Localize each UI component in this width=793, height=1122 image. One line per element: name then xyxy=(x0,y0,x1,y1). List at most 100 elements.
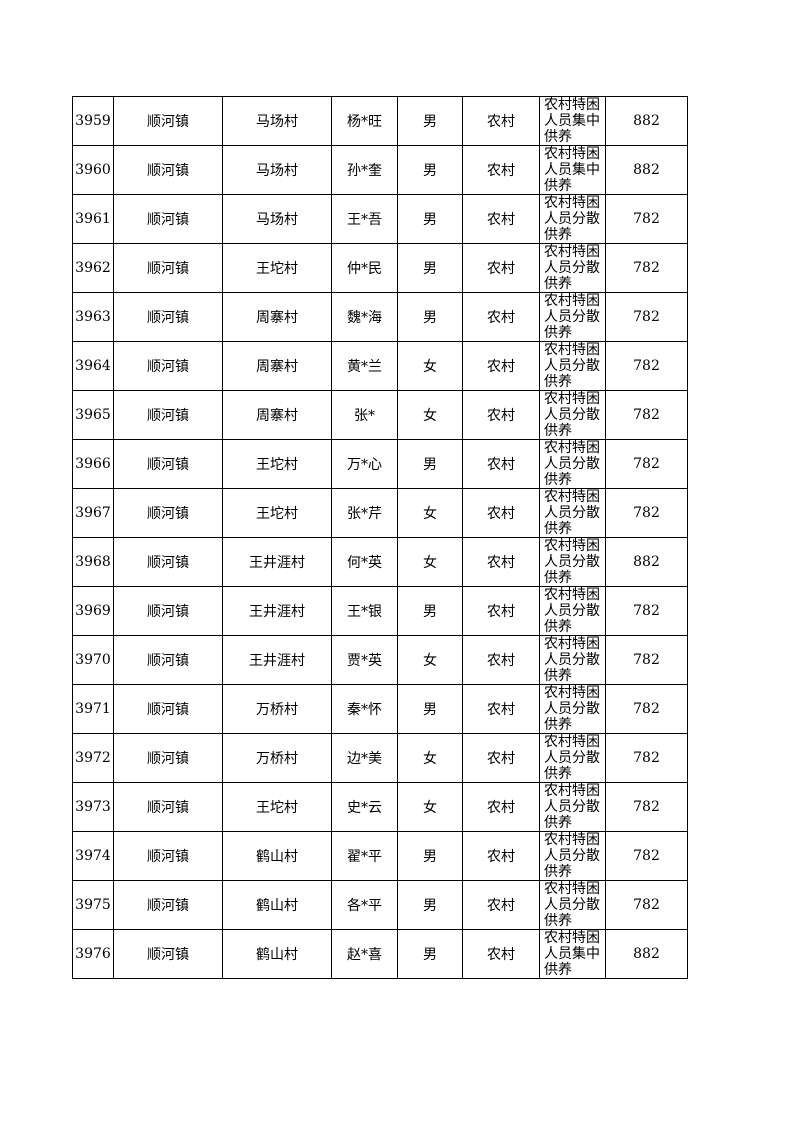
gender: 男 xyxy=(397,586,463,636)
amount: 782 xyxy=(605,684,688,734)
table-row: 3973 顺河镇 王坨村 史*云女农村 农村特困人员分散供养 782 xyxy=(72,782,688,832)
table-row: 3974 顺河镇 鹤山村 翟*平男农村 农村特困人员分散供养 782 xyxy=(72,831,688,881)
village: 鹤山村 xyxy=(222,929,332,979)
category: 农村特困人员分散供养 xyxy=(544,783,600,831)
person-name: 王*吾 xyxy=(331,194,398,244)
row-number: 3961 xyxy=(72,194,114,244)
table-cell: 农村特困人员分散供养 xyxy=(539,341,606,391)
row-number: 3971 xyxy=(72,684,114,734)
residence: 农村 xyxy=(462,684,540,734)
person-name: 翟*平 xyxy=(331,831,398,881)
town: 顺河镇 xyxy=(113,537,223,587)
gender: 女 xyxy=(397,390,463,440)
amount: 782 xyxy=(605,488,688,538)
gender: 女 xyxy=(397,782,463,832)
residence: 农村 xyxy=(462,537,540,587)
table-row: 3960 顺河镇 马场村 孙*奎男农村 农村特困人员集中供养 882 xyxy=(72,145,688,195)
person-name: 边*美 xyxy=(331,733,398,783)
row-number: 3975 xyxy=(72,880,114,930)
residence: 农村 xyxy=(462,439,540,489)
town: 顺河镇 xyxy=(113,684,223,734)
table-cell: 农村特困人员分散供养 xyxy=(539,243,606,293)
row-number: 3965 xyxy=(72,390,114,440)
category: 农村特困人员集中供养 xyxy=(544,146,600,194)
residence: 农村 xyxy=(462,733,540,783)
amount: 882 xyxy=(605,145,688,195)
person-name: 何*英 xyxy=(331,537,398,587)
amount: 782 xyxy=(605,880,688,930)
row-number: 3959 xyxy=(72,96,114,146)
town: 顺河镇 xyxy=(113,439,223,489)
village: 周寨村 xyxy=(222,341,332,391)
village: 王井涯村 xyxy=(222,635,332,685)
gender: 男 xyxy=(397,243,463,293)
amount: 782 xyxy=(605,733,688,783)
village: 王坨村 xyxy=(222,439,332,489)
town: 顺河镇 xyxy=(113,880,223,930)
town: 顺河镇 xyxy=(113,194,223,244)
town: 顺河镇 xyxy=(113,341,223,391)
gender: 男 xyxy=(397,145,463,195)
person-name: 各*平 xyxy=(331,880,398,930)
town: 顺河镇 xyxy=(113,831,223,881)
gender: 男 xyxy=(397,684,463,734)
table-row: 3966 顺河镇 王坨村 万*心男农村 农村特困人员分散供养 782 xyxy=(72,439,688,489)
amount: 782 xyxy=(605,292,688,342)
village: 周寨村 xyxy=(222,390,332,440)
row-number: 3968 xyxy=(72,537,114,587)
town: 顺河镇 xyxy=(113,635,223,685)
table-cell: 农村特困人员分散供养 xyxy=(539,488,606,538)
table-cell: 农村特困人员分散供养 xyxy=(539,439,606,489)
row-number: 3963 xyxy=(72,292,114,342)
table-row: 3967 顺河镇 王坨村 张*芹女农村 农村特困人员分散供养 782 xyxy=(72,488,688,538)
gender: 女 xyxy=(397,733,463,783)
town: 顺河镇 xyxy=(113,929,223,979)
person-name: 杨*旺 xyxy=(331,96,398,146)
data-table: 3959 顺河镇 马场村 杨*旺男农村 农村特困人员集中供养 882 3960 顺河镇 马场村孙… xyxy=(72,96,688,979)
residence: 农村 xyxy=(462,96,540,146)
category: 农村特困人员分散供养 xyxy=(544,195,600,243)
category: 农村特困人员分散供养 xyxy=(544,734,600,782)
table-row: 3965 顺河镇 周寨村 张* 女农村 农村特困人员分散供养 782 xyxy=(72,390,688,440)
row-number: 3969 xyxy=(72,586,114,636)
table-cell: 农村特困人员集中供养 xyxy=(539,145,606,195)
row-number: 3972 xyxy=(72,733,114,783)
town: 顺河镇 xyxy=(113,292,223,342)
category: 农村特困人员分散供养 xyxy=(544,293,600,341)
row-number: 3974 xyxy=(72,831,114,881)
town: 顺河镇 xyxy=(113,390,223,440)
person-name: 黄*兰 xyxy=(331,341,398,391)
table-row: 3968 顺河镇 王井涯村 何*英女农村 农村特困人员分散供养 882 xyxy=(72,537,688,587)
table-row: 3963 顺河镇 周寨村 魏*海男农村 农村特困人员分散供养 782 xyxy=(72,292,688,342)
table-cell: 农村特困人员分散供养 xyxy=(539,537,606,587)
row-number: 3964 xyxy=(72,341,114,391)
amount: 782 xyxy=(605,439,688,489)
residence: 农村 xyxy=(462,243,540,293)
town: 顺河镇 xyxy=(113,586,223,636)
person-name: 仲*民 xyxy=(331,243,398,293)
table-row: 3964 顺河镇 周寨村 黄*兰女农村 农村特困人员分散供养 782 xyxy=(72,341,688,391)
category: 农村特困人员分散供养 xyxy=(544,587,600,635)
residence: 农村 xyxy=(462,292,540,342)
village: 周寨村 xyxy=(222,292,332,342)
residence: 农村 xyxy=(462,880,540,930)
gender: 女 xyxy=(397,537,463,587)
village: 王坨村 xyxy=(222,488,332,538)
row-number: 3967 xyxy=(72,488,114,538)
category: 农村特困人员分散供养 xyxy=(544,636,600,684)
person-name: 魏*海 xyxy=(331,292,398,342)
gender: 男 xyxy=(397,194,463,244)
residence: 农村 xyxy=(462,488,540,538)
table-cell: 农村特困人员集中供养 xyxy=(539,929,606,979)
gender: 女 xyxy=(397,341,463,391)
village: 王井涯村 xyxy=(222,537,332,587)
residence: 农村 xyxy=(462,586,540,636)
town: 顺河镇 xyxy=(113,243,223,293)
table-row: 3970 顺河镇 王井涯村 贾*英女农村 农村特困人员分散供养 782 xyxy=(72,635,688,685)
amount: 882 xyxy=(605,929,688,979)
table-row: 3971 顺河镇 万桥村 秦*怀男农村 农村特困人员分散供养 782 xyxy=(72,684,688,734)
table-cell: 农村特困人员集中供养 xyxy=(539,96,606,146)
amount: 782 xyxy=(605,194,688,244)
amount: 782 xyxy=(605,782,688,832)
table-cell: 农村特困人员分散供养 xyxy=(539,586,606,636)
